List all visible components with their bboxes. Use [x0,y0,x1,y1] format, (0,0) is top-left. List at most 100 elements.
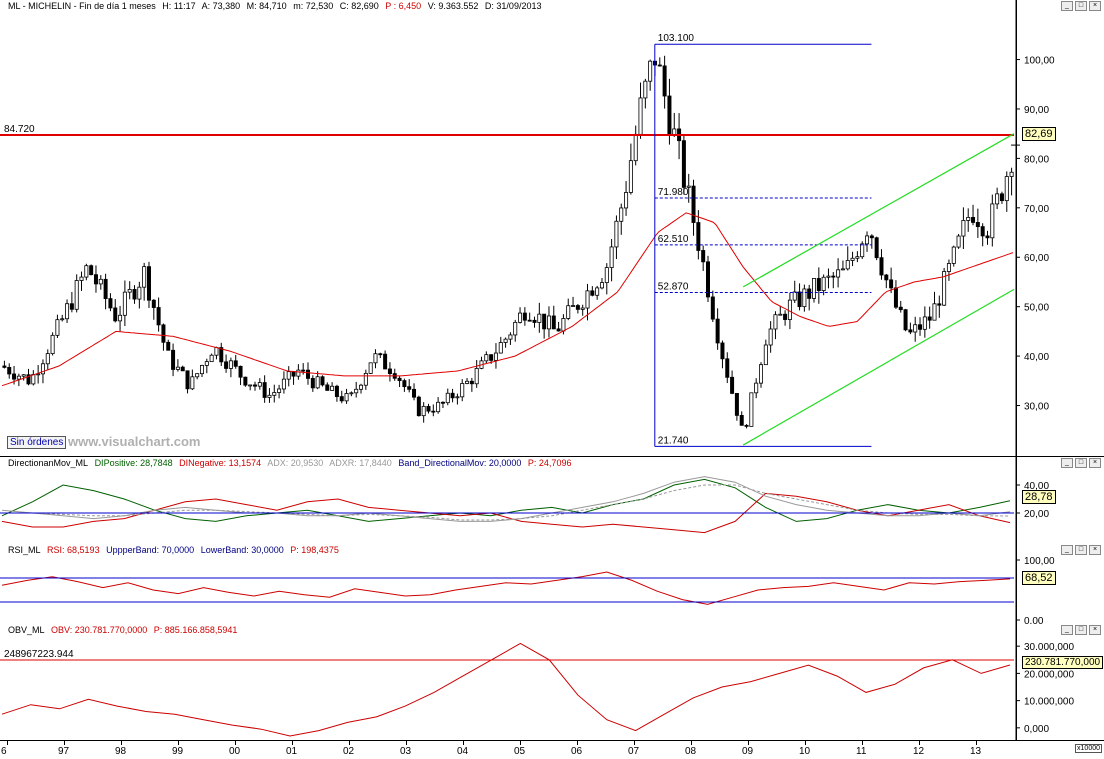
header-field: P: 24,7096 [527,458,572,468]
candle-body [971,217,976,223]
candle-body [103,278,108,299]
candle-body [995,193,1000,205]
candle-body [734,392,739,416]
candle-body [412,388,417,398]
candle-body [320,376,325,386]
candle-body [69,303,74,310]
candle-body [252,384,257,387]
rsi-chart[interactable]: 100,00 0,00 [0,544,1104,624]
axis-tick-label: 50,00 [1024,303,1049,314]
time-axis-label: 03 [400,746,412,757]
candle-body [619,207,624,222]
time-axis-label: 12 [913,746,925,757]
candle-body [224,361,229,369]
header-field: Band_DirectionalMov: 20,0000 [398,458,522,468]
maximize-icon[interactable]: □ [1075,625,1087,635]
time-axis-label: 00 [229,746,241,757]
window-controls: _ □ × [1061,625,1101,635]
candle-body [50,334,55,355]
obv-chart[interactable]: 30.000,000 20.000,000 10.000,000 0,000 24896… [0,624,1104,740]
candle-body [898,306,903,311]
candle-body [691,185,696,223]
time-axis-label: 13 [970,746,982,757]
window-controls: _ □ × [1061,458,1101,468]
price-header: ML - MICHELIN - Fin de día 1 meses H: 11… [8,1,545,11]
candle-body [624,192,629,209]
candle-body [556,328,561,332]
candle-body [146,266,151,301]
close-icon[interactable]: × [1089,1,1101,11]
candle-body [450,392,455,399]
minimize-icon[interactable]: _ [1061,545,1073,555]
candle-body [787,299,792,320]
candle-body [513,321,518,336]
close-icon[interactable]: × [1089,625,1101,635]
candle-body [681,140,686,188]
candle-body [720,342,725,360]
rsi-header: RSI_ML RSI: 68,5193 UppperBand: 70,0000 … [8,545,343,555]
candle-body [999,193,1004,202]
time-axis-tick [976,741,977,745]
candle-body [113,307,118,322]
candle-body [508,334,513,340]
candle-body [79,276,84,281]
header-field: P : 6,450 [385,1,422,11]
candle-body [657,64,662,67]
dmi-chart[interactable]: 40,00 20,00 [0,457,1104,545]
maximize-icon[interactable]: □ [1075,545,1087,555]
maximize-icon[interactable]: □ [1075,458,1087,468]
candle-body [122,291,127,316]
price-chart[interactable]: 100,00 90,00 80,00 70,00 60,00 50,00 40,00 30,0… [0,0,1104,456]
candle-body [763,344,768,366]
candle-body [966,217,971,221]
candle-body [484,354,489,362]
axis-tick-label: 30,00 [1024,402,1049,413]
window-controls: _ □ × [1061,1,1101,11]
candle-body [118,314,123,322]
time-axis-tick [691,741,692,745]
candle-body [836,269,841,278]
close-icon[interactable]: × [1089,458,1101,468]
time-axis-tick [178,741,179,745]
candle-body [359,384,364,390]
close-icon[interactable]: × [1089,545,1101,555]
candle-body [228,360,233,369]
candle-body [942,271,947,306]
header-field: OBV: 230.781.770,0000 [51,625,148,635]
candle-body [778,313,783,316]
candle-body [802,288,807,308]
candle-body [975,222,980,228]
candle-body [503,338,508,343]
candle-body [373,353,378,364]
time-axis-label: 98 [115,746,127,757]
time-axis-tick [862,741,863,745]
candle-body [190,376,195,390]
dmi-panel: DirectionanMov_ML DIPositive: 28,7848 DI… [0,456,1104,546]
candle-body [961,220,966,237]
time-axis-tick [748,741,749,745]
header-field: M: 84,710 [246,1,287,11]
candle-body [946,263,951,272]
minimize-icon[interactable]: _ [1061,1,1073,11]
candle-body [918,324,923,330]
candle-body [754,382,759,394]
candle-body [137,286,142,300]
candle-body [272,392,277,396]
candle-body [416,396,421,417]
time-axis-tick [577,741,578,745]
resistance-label: 84.720 [4,124,35,135]
candle-body [908,329,913,333]
candle-body [185,370,190,390]
candle-body [869,235,874,239]
candle-body [614,220,619,248]
obv-header: OBV_ML OBV: 230.781.770,0000 P: 885.166.… [8,625,241,635]
candle-body [730,376,735,394]
maximize-icon[interactable]: □ [1075,1,1087,11]
sin-ordenes-button[interactable]: Sin órdenes [7,436,67,449]
candle-body [45,353,50,365]
candle-body [84,265,89,278]
minimize-icon[interactable]: _ [1061,458,1073,468]
candle-body [330,385,335,391]
header-field: D: 31/09/2013 [484,1,542,11]
minimize-icon[interactable]: _ [1061,625,1073,635]
